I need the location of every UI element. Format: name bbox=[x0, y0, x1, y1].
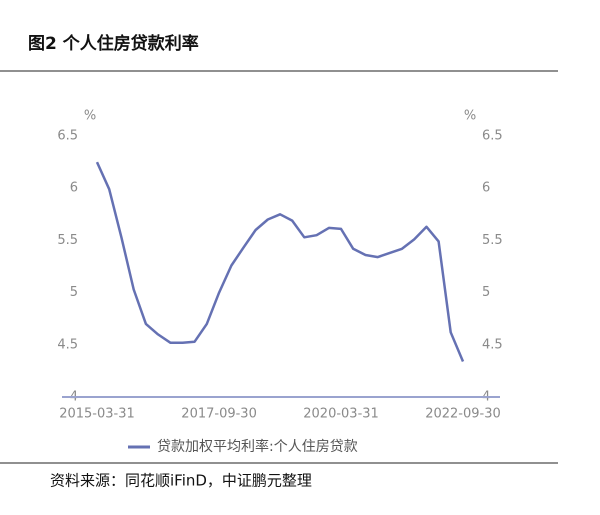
x-tick-label: 2017-09-30 bbox=[181, 407, 257, 422]
x-tick-label: 2015-03-31 bbox=[59, 407, 135, 422]
y2-tick-label: 6.5 bbox=[482, 129, 503, 144]
x-tick-label: 2022-09-30 bbox=[425, 407, 501, 422]
chart-title: 图2 个人住房贷款利率 bbox=[28, 33, 199, 54]
y2-tick-label: 5 bbox=[482, 285, 490, 300]
legend-label: 贷款加权平均利率:个人住房贷款 bbox=[157, 438, 358, 455]
source: 资料来源：同花顺iFinD，中证鹏元整理 bbox=[50, 472, 312, 490]
y-tick-label: 4.5 bbox=[57, 337, 78, 352]
x-tick-label: 2020-03-31 bbox=[303, 407, 379, 422]
y2-tick-label: 6 bbox=[482, 181, 490, 196]
series-line bbox=[95, 161, 465, 362]
y2-tick-label: 5.5 bbox=[482, 233, 503, 248]
y-tick-label: 6 bbox=[70, 181, 78, 196]
y2-unit: % bbox=[464, 109, 476, 124]
y-unit: % bbox=[84, 109, 96, 124]
y-tick-label: 5 bbox=[70, 285, 78, 300]
y-tick-label: 5.5 bbox=[57, 233, 78, 248]
y2-tick-label: 4.5 bbox=[482, 337, 503, 352]
y-tick-label: 6.5 bbox=[57, 129, 78, 144]
